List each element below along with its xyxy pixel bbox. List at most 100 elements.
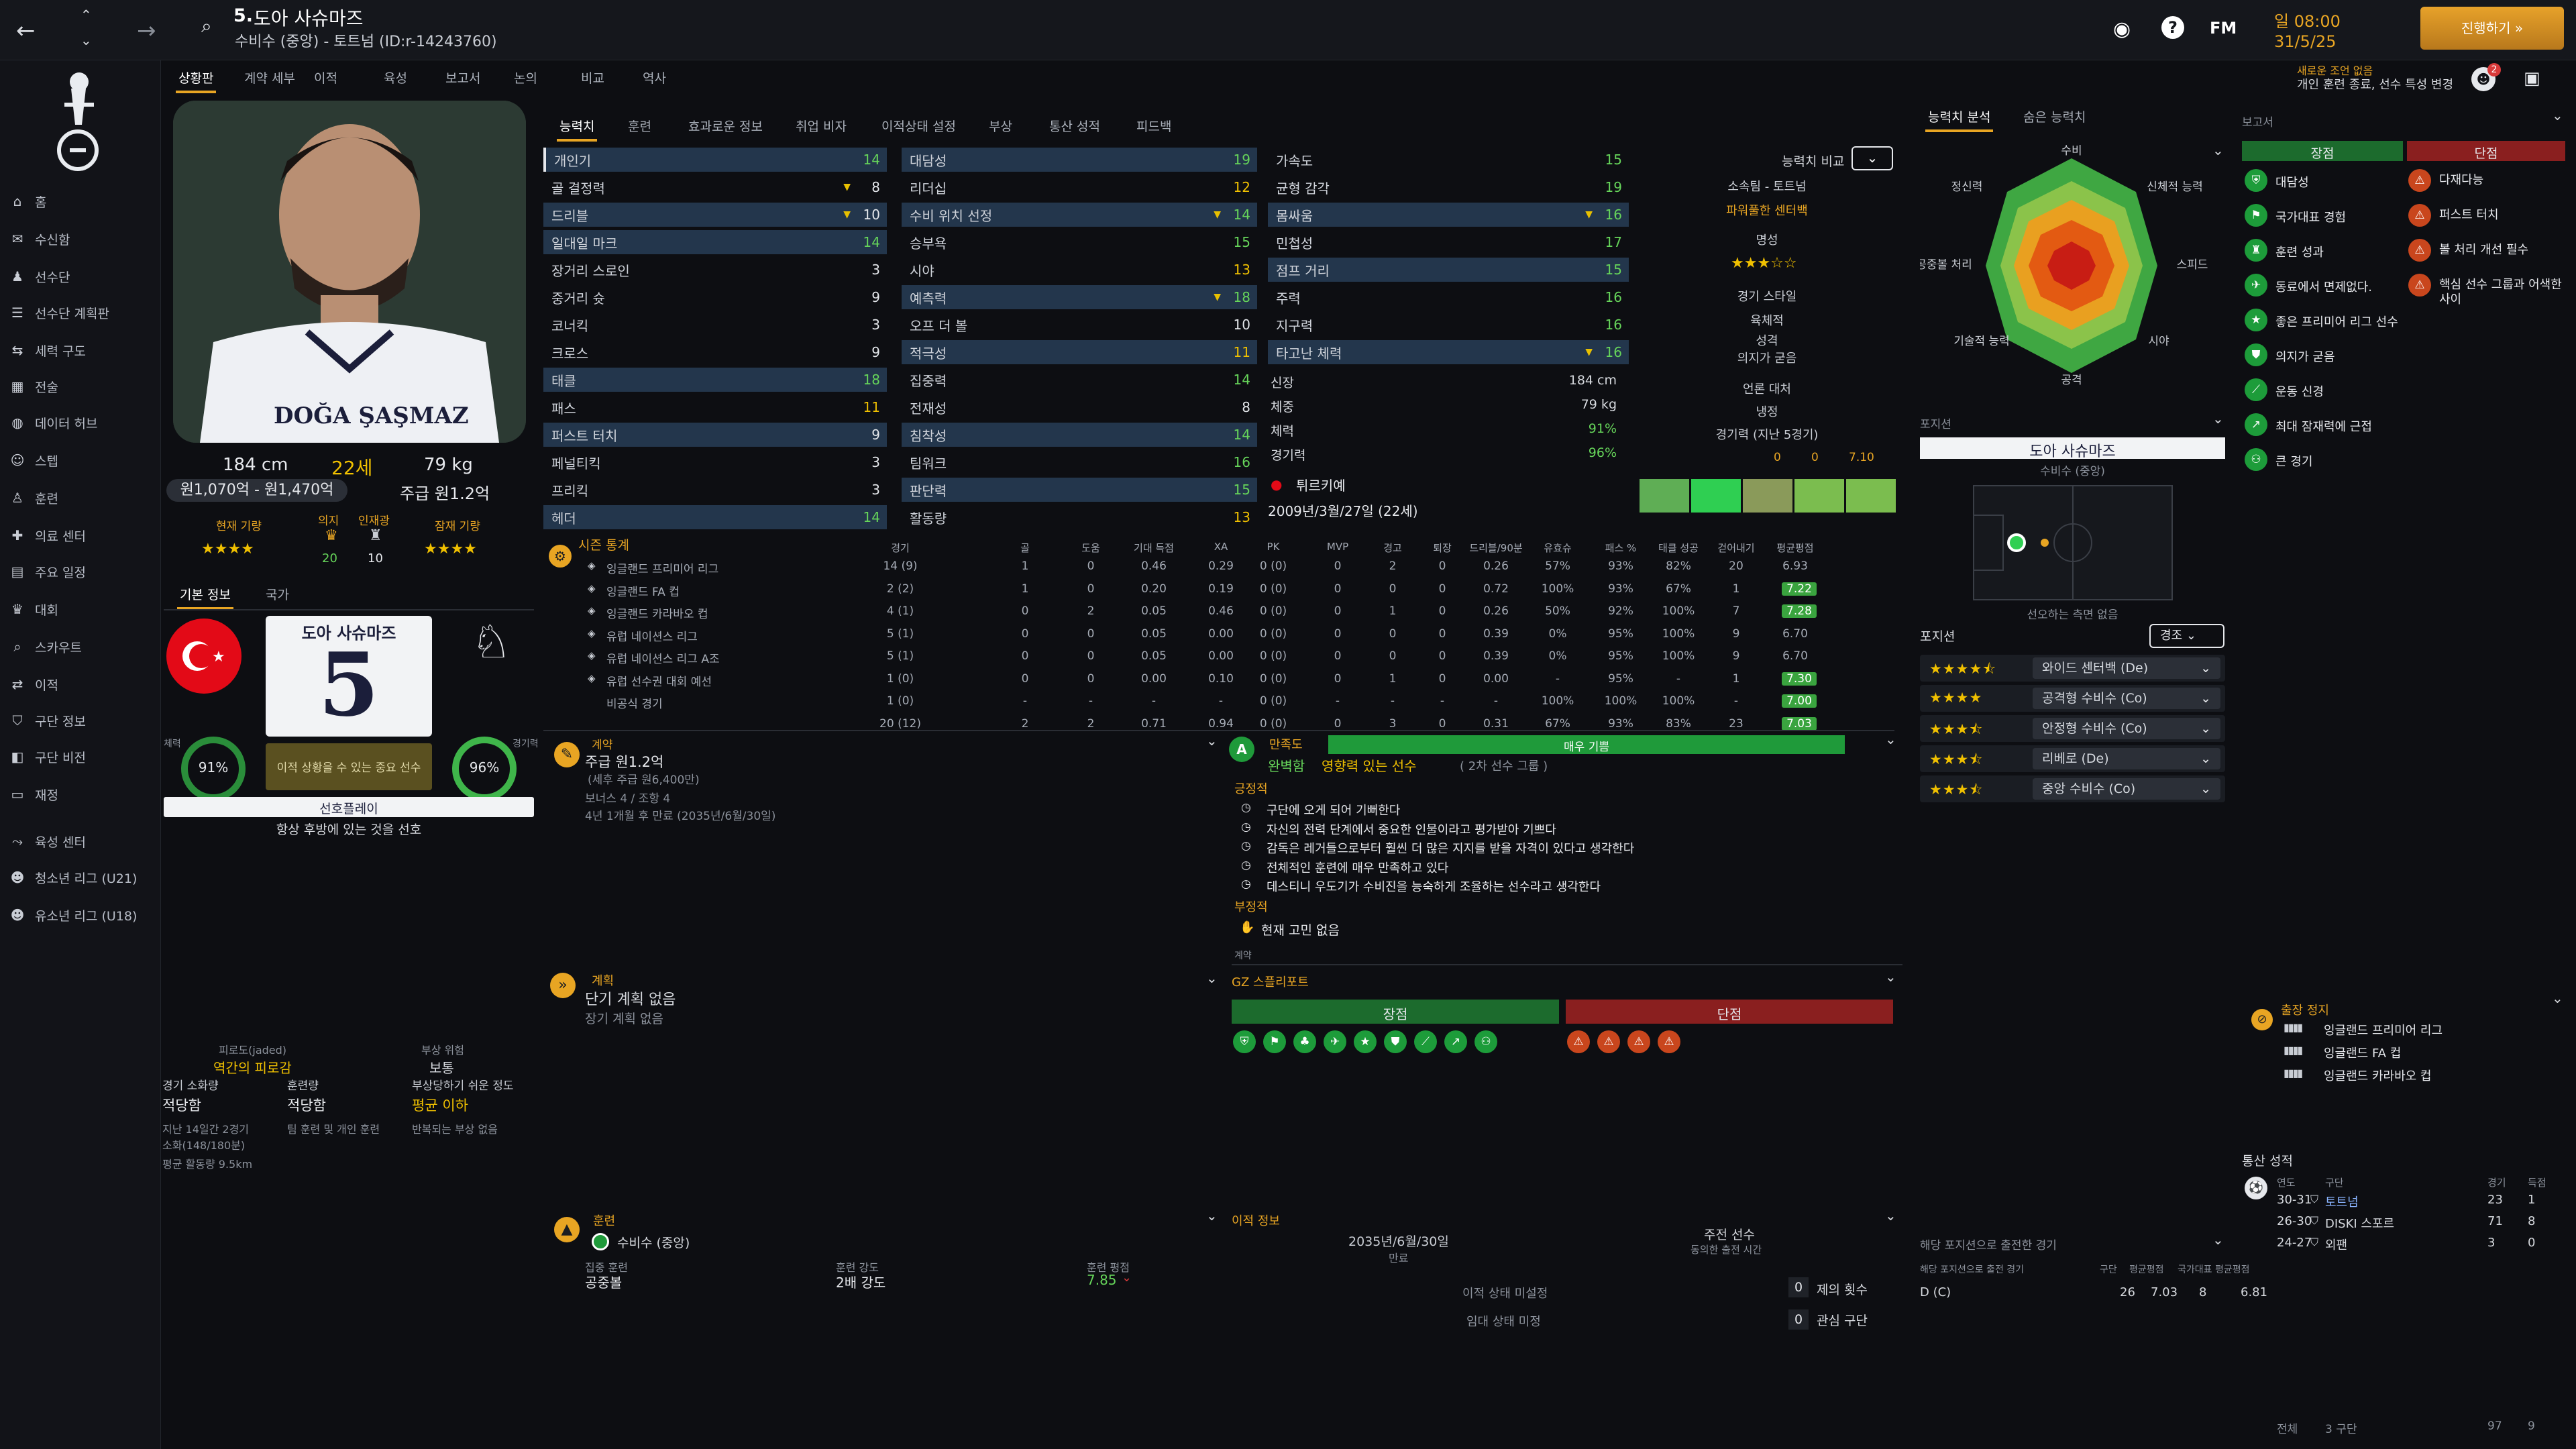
sidebar-item-14[interactable]: ⛉ 구단 정보: [9, 707, 157, 734]
compare-dropdown[interactable]: ⌄: [1851, 146, 1893, 170]
attribute-row[interactable]: 전재성 8: [902, 395, 1257, 419]
attribute-row[interactable]: 크로스 9: [543, 340, 887, 364]
sidebar-item-11[interactable]: ♛ 대회: [9, 596, 157, 623]
role-row[interactable]: ★★★★⯪ 와이드 센터백 (De) ⌄: [1920, 655, 2225, 682]
role-name[interactable]: 리베로 (De) ⌄: [2033, 748, 2220, 769]
sidebar-item-13[interactable]: ⇄ 이적: [9, 671, 157, 698]
attribute-row[interactable]: 페널티킥 3: [543, 450, 887, 474]
tab-attribute-analysis[interactable]: 능력치 분석: [1925, 107, 1994, 132]
subtab-7[interactable]: 역사: [643, 71, 666, 86]
globe-icon[interactable]: ◉: [2113, 17, 2131, 41]
gz-scouting-title[interactable]: GZ 스플리포트: [1232, 975, 1309, 989]
attribute-row[interactable]: 퍼스트 터치 9: [543, 423, 887, 447]
role-name[interactable]: 안정형 수비수 (Co) ⌄: [2033, 718, 2220, 739]
continue-button[interactable]: 진행하기 »: [2420, 7, 2564, 50]
attribute-row[interactable]: 팀워크 16: [902, 450, 1257, 474]
subtab-4[interactable]: 보고서: [445, 71, 481, 86]
role-name[interactable]: 공격형 수비수 (Co) ⌄: [2033, 688, 2220, 709]
tab-nation[interactable]: 국가: [266, 588, 289, 602]
role-row[interactable]: ★★★⯪ 리베로 (De) ⌄: [1920, 745, 2225, 772]
attribute-row[interactable]: 프리킥 3: [543, 478, 887, 502]
attr-tab-4[interactable]: 이적상태 설정: [881, 119, 956, 134]
sidebar-item-1[interactable]: ✉ 수신함: [9, 225, 157, 252]
transfer-title[interactable]: 이적 정보: [1232, 1214, 1280, 1228]
search-icon[interactable]: ⌕: [201, 15, 212, 37]
attribute-row[interactable]: 개인기 14: [543, 148, 887, 172]
training-title[interactable]: 훈련: [593, 1214, 616, 1228]
attribute-row[interactable]: 승부욕 15: [902, 230, 1257, 254]
attribute-row[interactable]: 몸싸움 ▼ 16: [1268, 203, 1629, 227]
attribute-row[interactable]: 예측력 ▼ 18: [902, 285, 1257, 309]
club-crest-icon[interactable]: [51, 64, 105, 178]
attribute-row[interactable]: 대담성 19: [902, 148, 1257, 172]
sidebar-item-9[interactable]: ✚ 의료 센터: [9, 522, 157, 549]
sidebar-item-4[interactable]: ⇆ 세력 구도: [9, 337, 157, 364]
attribute-row[interactable]: 시야 13: [902, 258, 1257, 282]
attr-tab-2[interactable]: 효과로운 정보: [688, 119, 763, 134]
subtab-5[interactable]: 논의: [514, 71, 537, 86]
attribute-row[interactable]: 드리블 ▼ 10: [543, 203, 887, 227]
sidebar-item-12[interactable]: ⌕ 스카우트: [9, 633, 157, 660]
sidebar-item-6[interactable]: ◍ 데이터 허브: [9, 409, 157, 436]
pos-games-collapse-icon[interactable]: ⌄: [2212, 1232, 2224, 1248]
suspension-collapse-icon[interactable]: ⌄: [2552, 990, 2563, 1006]
attribute-row[interactable]: 수비 위치 선정 ▼ 14: [902, 203, 1257, 227]
role-name[interactable]: 중앙 수비수 (Co) ⌄: [2033, 778, 2220, 800]
attribute-row[interactable]: 판단력 15: [902, 478, 1257, 502]
sidebar-item-7[interactable]: ☺ 스텝: [9, 447, 157, 474]
attr-tab-6[interactable]: 통산 성적: [1049, 119, 1100, 134]
attr-tab-1[interactable]: 훈련: [628, 119, 651, 134]
attribute-row[interactable]: 민첩성 17: [1268, 230, 1629, 254]
sidebar-item-10[interactable]: ▤ 주요 일정: [9, 558, 157, 585]
gz-collapse-icon[interactable]: ⌄: [1885, 969, 1896, 985]
roles-filter-dropdown[interactable]: 경조 ⌄: [2149, 624, 2224, 648]
radar-collapse-icon[interactable]: ⌄: [2212, 142, 2224, 158]
subtab-1[interactable]: 계약 세부: [244, 71, 295, 86]
sidebar-item-2[interactable]: ♟ 선수단: [9, 263, 157, 290]
attribute-row[interactable]: 패스 11: [543, 395, 887, 419]
sidebar-item-16[interactable]: ▭ 재정: [9, 781, 157, 808]
attribute-row[interactable]: 골 결정력 ▼ 8: [543, 175, 887, 199]
attribute-row[interactable]: 집중력 14: [902, 368, 1257, 392]
contract-collapse-icon[interactable]: ⌄: [1206, 733, 1218, 749]
sidebar-item-8[interactable]: ♙ 훈련: [9, 484, 157, 511]
attribute-row[interactable]: 침착성 14: [902, 423, 1257, 447]
report-collapse-icon[interactable]: ⌄: [2552, 107, 2563, 123]
sidebar-item-5[interactable]: ▦ 전술: [9, 373, 157, 400]
attribute-row[interactable]: 주력 16: [1268, 285, 1629, 309]
attribute-row[interactable]: 가속도 15: [1268, 148, 1629, 172]
subtab-3[interactable]: 육성: [384, 71, 407, 86]
training-collapse-icon[interactable]: ⌄: [1206, 1208, 1218, 1224]
attr-tab-3[interactable]: 취업 비자: [796, 119, 847, 134]
tab-basic-info[interactable]: 기본 정보: [177, 585, 233, 610]
attribute-row[interactable]: 활동량 13: [902, 505, 1257, 529]
player-value[interactable]: 원1,070억 - 원1,470억: [166, 479, 347, 502]
attribute-row[interactable]: 균형 감각 19: [1268, 175, 1629, 199]
back-arrow-icon[interactable]: ←: [16, 17, 36, 44]
fm-menu-button[interactable]: FM: [2210, 19, 2237, 38]
attribute-row[interactable]: 오프 더 볼 10: [902, 313, 1257, 337]
notice-line-2[interactable]: 개인 훈련 종료, 선수 특성 변경: [2297, 78, 2454, 92]
attribute-row[interactable]: 태클 18: [543, 368, 887, 392]
subtab-6[interactable]: 비교: [581, 71, 604, 86]
sidebar-item-0[interactable]: ⌂ 홈: [9, 188, 157, 215]
positions-roles-title[interactable]: 포지션: [1920, 629, 1955, 644]
attr-tab-7[interactable]: 피드백: [1136, 119, 1172, 134]
sidebar-item-17[interactable]: ⤳ 육성 센터: [9, 828, 157, 855]
sidebar-item-15[interactable]: ◧ 구단 비전: [9, 743, 157, 770]
role-name[interactable]: 와이드 센터백 (De) ⌄: [2033, 657, 2220, 679]
attribute-row[interactable]: 리더십 12: [902, 175, 1257, 199]
plan-title[interactable]: 계획: [592, 974, 614, 988]
attribute-row[interactable]: 일대일 마크 14: [543, 230, 887, 254]
attribute-row[interactable]: 코너킥 3: [543, 313, 887, 337]
chevron-up-icon[interactable]: ⌃: [80, 7, 92, 23]
happiness-title[interactable]: 만족도: [1269, 738, 1303, 752]
position-collapse-icon[interactable]: ⌄: [2212, 411, 2224, 427]
career-club[interactable]: DISKI 스포르: [2325, 1217, 2395, 1231]
plan-collapse-icon[interactable]: ⌄: [1206, 970, 1218, 986]
chevron-down-icon[interactable]: ⌄: [80, 32, 92, 48]
career-club[interactable]: 토트넘: [2325, 1195, 2359, 1210]
role-bar[interactable]: 선호플레이: [164, 797, 534, 817]
attr-tab-0[interactable]: 능력치: [556, 117, 598, 142]
forward-arrow-icon[interactable]: →: [137, 17, 156, 44]
